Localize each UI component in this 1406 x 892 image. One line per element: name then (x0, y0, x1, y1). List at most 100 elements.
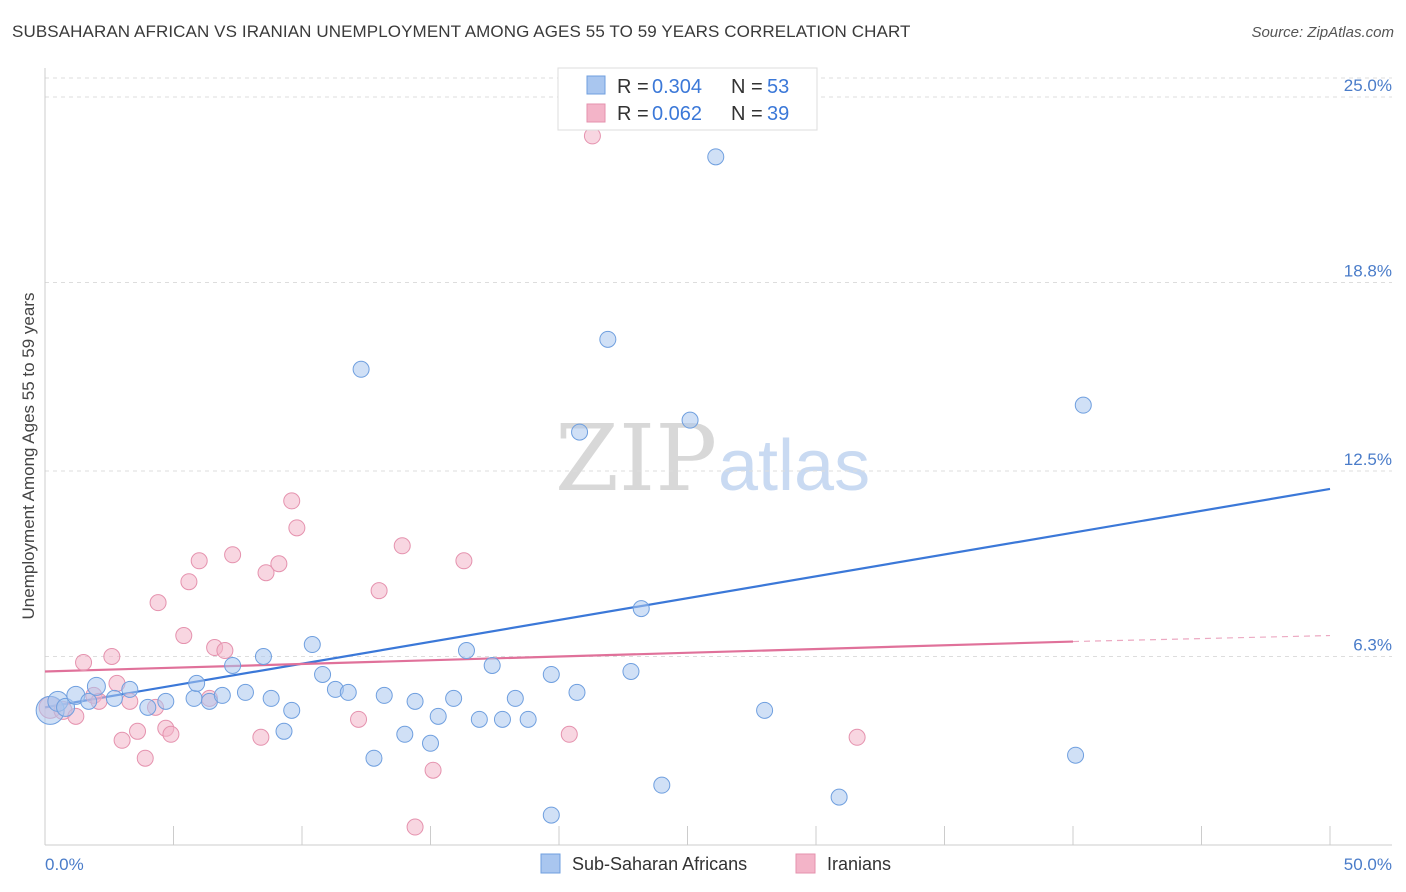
iranian-point (350, 710, 368, 728)
legend-swatch-blue (586, 75, 606, 95)
iranian-point (848, 728, 866, 746)
iranian-point (136, 749, 154, 767)
iranian-point (103, 648, 121, 666)
iranian-point (162, 725, 180, 743)
iranian-point (175, 627, 193, 645)
sub-saharan-point (185, 689, 203, 707)
legend-pink-n-label: N = (731, 103, 763, 125)
x-tick-label-max: 50.0% (1344, 855, 1392, 874)
bottom-legend: Sub-Saharan Africans Iranians (540, 853, 891, 874)
iranian-point (393, 537, 411, 555)
sub-saharan-point (1074, 396, 1092, 414)
axes: 6.3% 12.5% 18.8% 25.0% 0.0% 50.0% (44, 68, 1392, 874)
sub-saharan-point (622, 662, 640, 680)
trend-line-iranians (44, 640, 1074, 673)
iranian-point (270, 555, 288, 573)
legend: R = 0.304 N = 53 R = 0.062 N = 39 (557, 67, 818, 131)
legend-blue-r-label: R = (617, 76, 649, 98)
sub-saharan-point (542, 665, 560, 683)
sub-saharan-point (506, 689, 524, 707)
sub-saharan-point (830, 788, 848, 806)
sub-saharan-point (121, 680, 139, 698)
legend-blue-n-value: 53 (767, 76, 789, 98)
sub-saharan-point (157, 692, 175, 710)
iranian-point (406, 818, 424, 836)
y-tick-label: 12.5% (1344, 450, 1392, 469)
iranian-point (257, 564, 275, 582)
iranian-point (283, 492, 301, 510)
y-tick-label: 18.8% (1344, 262, 1392, 281)
iranian-point (560, 725, 578, 743)
bottom-legend-pink-label: Iranians (827, 854, 891, 874)
sub-saharan-point (445, 689, 463, 707)
y-axis-title: Unemployment Among Ages 55 to 59 years (19, 293, 38, 620)
trend-line-iranians-extension (1072, 634, 1331, 643)
trend-lines (44, 487, 1331, 709)
bottom-legend-swatch-pink (795, 853, 816, 874)
sub-saharan-point (470, 710, 488, 728)
sub-saharan-point (519, 710, 537, 728)
iranian-point (424, 761, 442, 779)
x-tick-label-min: 0.0% (45, 855, 84, 874)
bottom-legend-blue-label: Sub-Saharan Africans (572, 854, 747, 874)
iranian-point (216, 642, 234, 660)
y-tick-label: 25.0% (1344, 76, 1392, 95)
iranian-point (455, 552, 473, 570)
sub-saharan-point (365, 749, 383, 767)
data-points (35, 127, 1092, 836)
iranian-point (149, 594, 167, 612)
sub-saharan-point (1067, 746, 1085, 764)
sub-saharan-point (568, 683, 586, 701)
iranian-point (190, 552, 208, 570)
legend-pink-r-value: 0.062 (652, 103, 702, 125)
iranian-point (113, 731, 131, 749)
sub-saharan-point (213, 686, 231, 704)
chart-title: SUBSAHARAN AFRICAN VS IRANIAN UNEMPLOYME… (12, 22, 911, 41)
sub-saharan-point (314, 665, 332, 683)
sub-saharan-point (422, 734, 439, 752)
iranian-point (288, 519, 306, 537)
sub-saharan-point (86, 676, 106, 696)
iranian-point (129, 722, 147, 740)
sub-saharan-point (283, 701, 301, 719)
sub-saharan-point (188, 674, 206, 692)
sub-saharan-point (707, 148, 725, 166)
sub-saharan-point (80, 692, 98, 710)
legend-pink-n-value: 39 (767, 103, 789, 125)
sub-saharan-point (139, 698, 157, 716)
legend-blue-n-label: N = (731, 76, 763, 98)
sub-saharan-point (429, 707, 447, 725)
sub-saharan-point (236, 683, 254, 701)
sub-saharan-point (756, 701, 774, 719)
sub-saharan-point (275, 722, 293, 740)
sub-saharan-point (457, 642, 475, 660)
sub-saharan-point (571, 423, 589, 441)
sub-saharan-point (632, 600, 650, 618)
sub-saharan-point (653, 776, 671, 794)
sub-saharan-point (483, 656, 501, 674)
sub-saharan-point (352, 360, 370, 378)
sub-saharan-point (599, 330, 617, 348)
source-label: Source: ZipAtlas.com (1251, 24, 1394, 41)
sub-saharan-point (396, 725, 414, 743)
sub-saharan-point (681, 411, 699, 429)
sub-saharan-point (493, 710, 511, 728)
legend-swatch-pink (586, 103, 606, 123)
watermark-atlas: atlas (718, 426, 870, 506)
iranian-point (252, 728, 270, 746)
bottom-legend-swatch-blue (540, 853, 561, 874)
iranian-point (75, 653, 93, 671)
sub-saharan-point (375, 686, 393, 704)
iranian-point (224, 546, 242, 564)
sub-saharan-point (262, 689, 280, 707)
sub-saharan-point (406, 692, 424, 710)
legend-blue-r-value: 0.304 (652, 76, 702, 98)
sub-saharan-point (224, 656, 242, 674)
y-tick-label: 6.3% (1353, 636, 1392, 655)
sub-saharan-point (254, 648, 272, 666)
sub-saharan-point (303, 636, 321, 654)
iranian-point (180, 573, 198, 591)
trend-line-sub-saharan (44, 487, 1331, 709)
iranian-point (370, 582, 388, 600)
